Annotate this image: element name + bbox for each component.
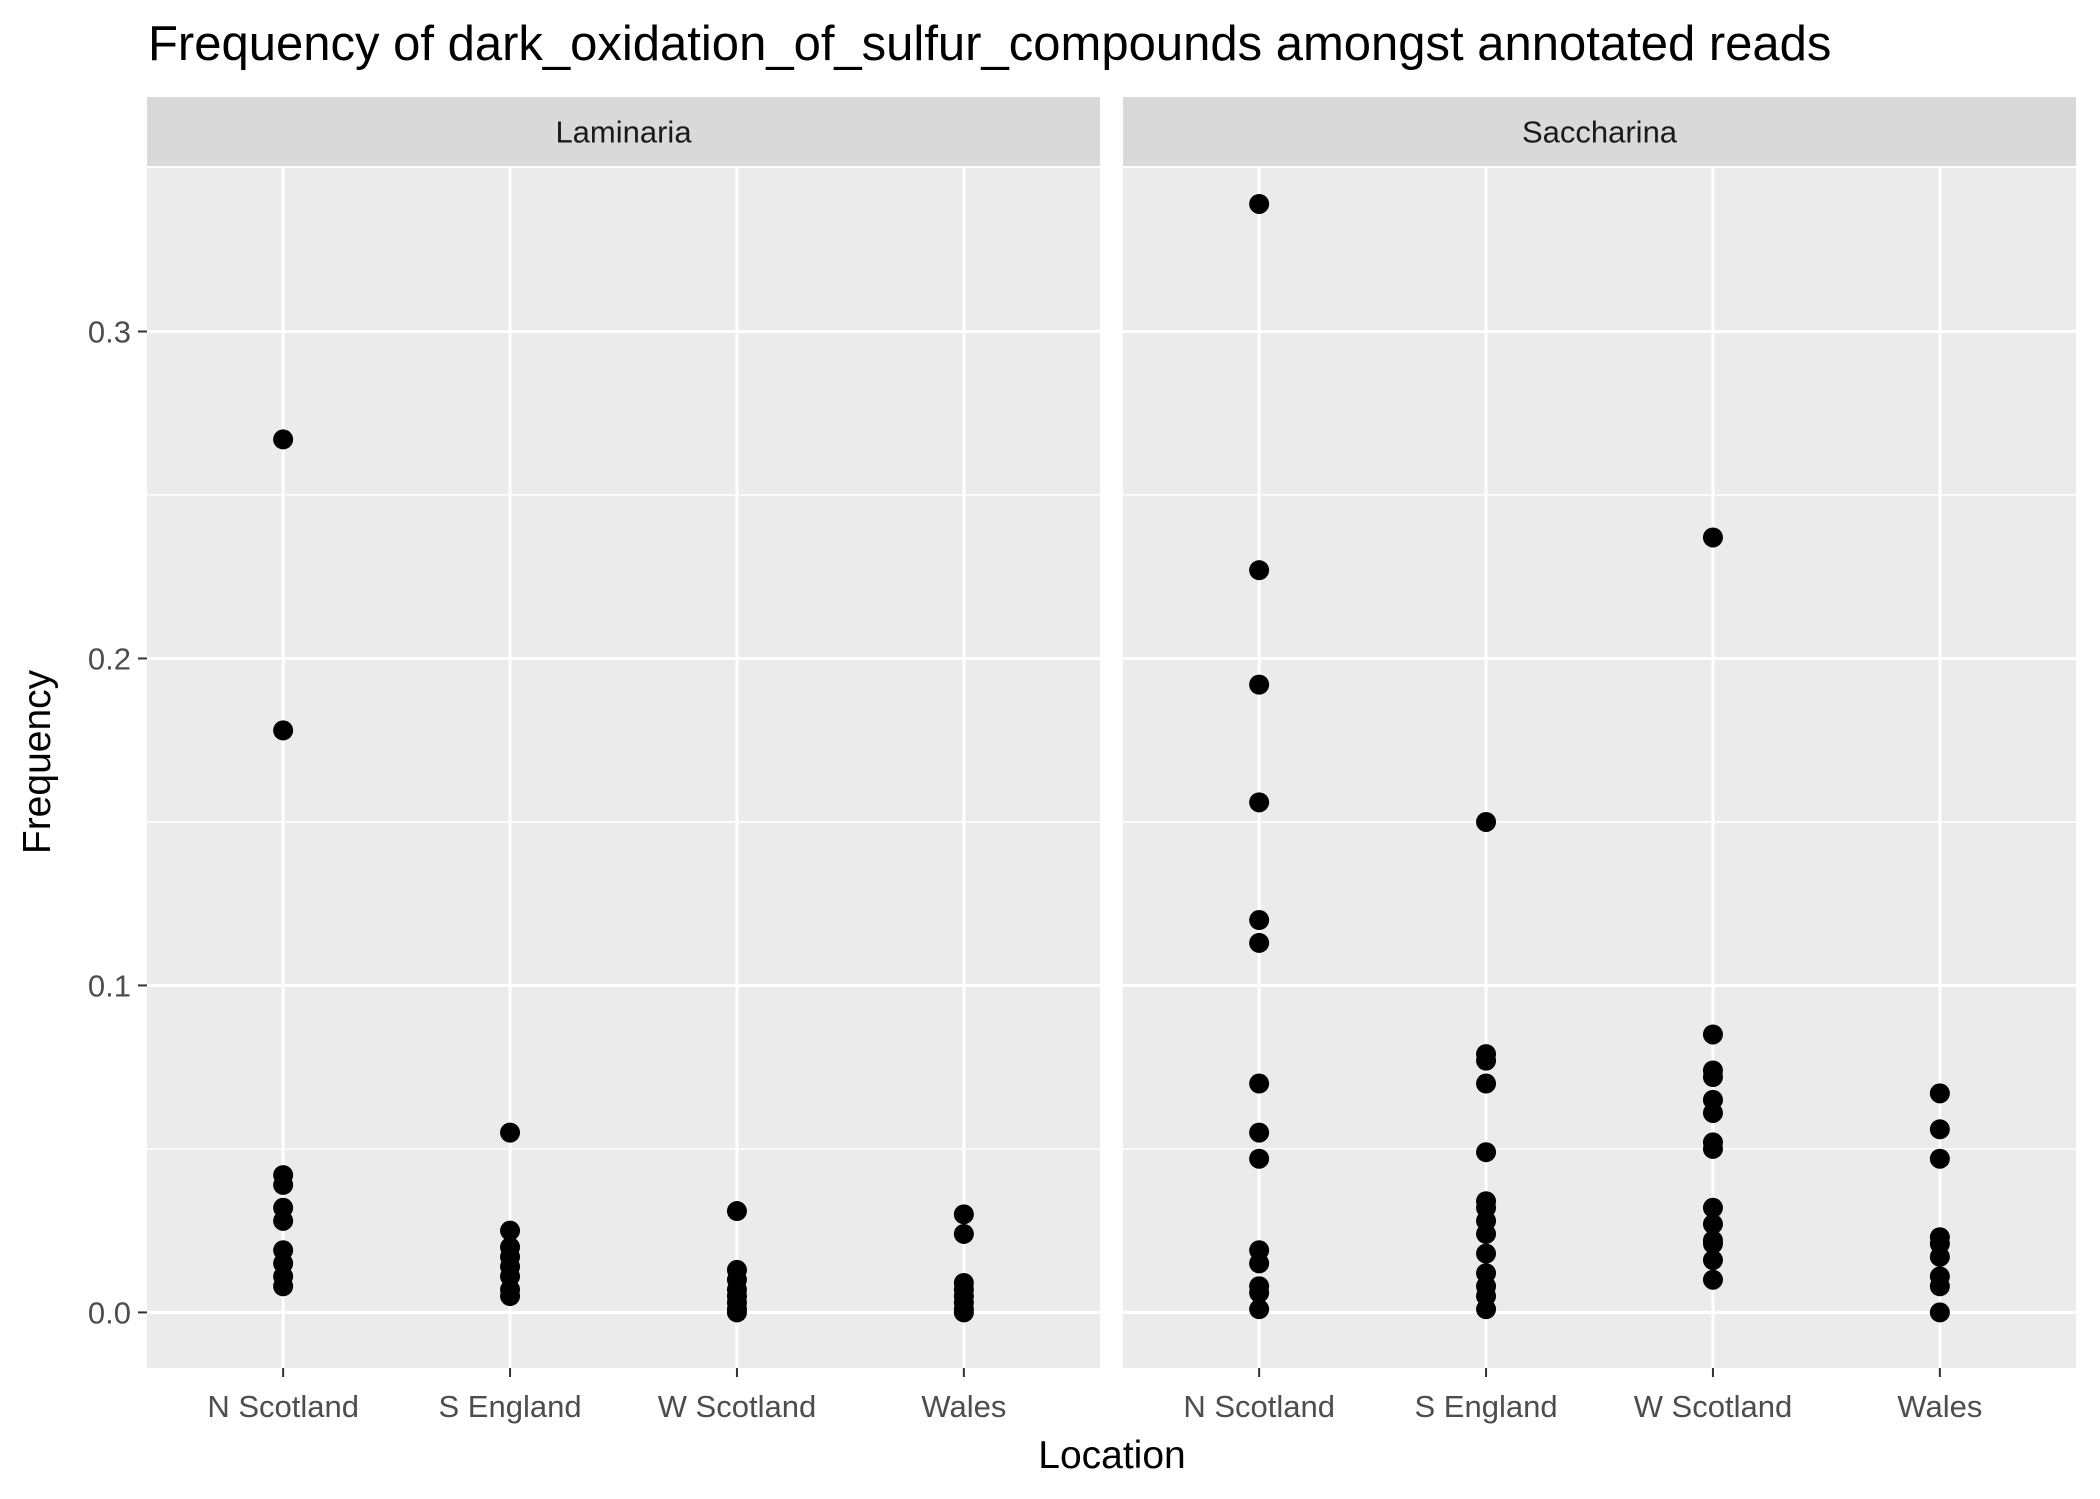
data-point [1702,1024,1723,1045]
data-point [1249,1253,1270,1274]
x-tick-label: Wales [1897,1389,1982,1424]
x-tick-label: W Scotland [658,1389,817,1424]
data-point [1929,1119,1950,1140]
data-point [1249,1282,1270,1303]
y-tick-label: 0.0 [88,1295,131,1330]
data-point [273,1210,294,1231]
x-tick-label: S England [1415,1389,1558,1424]
data-point [1702,1138,1723,1159]
data-point [1702,1066,1723,1087]
data-point [1476,1073,1497,1094]
data-point [1476,1299,1497,1320]
data-point [953,1302,974,1323]
data-point [273,1276,294,1297]
panel-background-laminaria [147,168,1100,1368]
y-tick-label: 0.3 [88,314,131,349]
data-point [1476,1050,1497,1071]
data-point [1702,1197,1723,1218]
data-point [273,720,294,741]
data-point [1929,1246,1950,1267]
y-axis-title: Frequency [16,669,59,854]
data-point [273,429,294,450]
y-axis: 0.0 0.1 0.2 0.3 [88,314,147,1330]
data-point [500,1122,521,1143]
x-tick-label: N Scotland [207,1389,359,1424]
data-point [953,1223,974,1244]
data-point [1929,1083,1950,1104]
data-point [1929,1148,1950,1169]
data-point [1702,1250,1723,1271]
data-point [1476,1243,1497,1264]
panels-layer: Laminaria N Scotland S England W Scotland Wa… [147,97,2076,1424]
x-tick-label: W Scotland [1634,1389,1793,1424]
data-point [1249,932,1270,953]
x-tick-label: Wales [921,1389,1006,1424]
y-tick-label: 0.1 [88,968,131,1003]
panel-background-saccharina [1123,168,2076,1368]
data-point [1929,1276,1950,1297]
x-axis-title: Location [1038,1434,1185,1477]
data-point [1702,1102,1723,1123]
data-point [726,1201,747,1222]
data-point [1249,674,1270,695]
facet-strip-laminaria [147,97,1100,166]
data-point [1702,1233,1723,1254]
facet-label-saccharina: Saccharina [1522,115,1678,150]
data-point [1476,1223,1497,1244]
data-point [1249,792,1270,813]
chart-title: Frequency of dark_oxidation_of_sulfur_co… [148,17,1831,71]
data-point [1476,1142,1497,1163]
facet-label-laminaria: Laminaria [555,115,692,150]
facet-strip-saccharina [1123,97,2076,166]
data-point [1249,1148,1270,1169]
data-point [1476,811,1497,832]
x-tick-label: S England [439,1389,582,1424]
data-point [1249,1299,1270,1320]
data-point [1702,527,1723,548]
data-point [1249,910,1270,931]
panel-laminaria: Laminaria N Scotland S England W Scotland Wa… [147,97,1100,1424]
data-point [1702,1269,1723,1290]
data-point [500,1286,521,1307]
y-tick-label: 0.2 [88,641,131,676]
data-point [1249,560,1270,581]
panel-saccharina: Saccharina N Scotland S England W Scotland W… [1123,97,2076,1424]
data-point [726,1302,747,1323]
data-point [1249,193,1270,214]
data-point [953,1204,974,1225]
x-tick-label: N Scotland [1183,1389,1335,1424]
data-point [1702,1214,1723,1235]
data-point [1249,1122,1270,1143]
data-point [1249,1073,1270,1094]
data-point [273,1174,294,1195]
data-point [1929,1302,1950,1323]
data-point [500,1220,521,1241]
